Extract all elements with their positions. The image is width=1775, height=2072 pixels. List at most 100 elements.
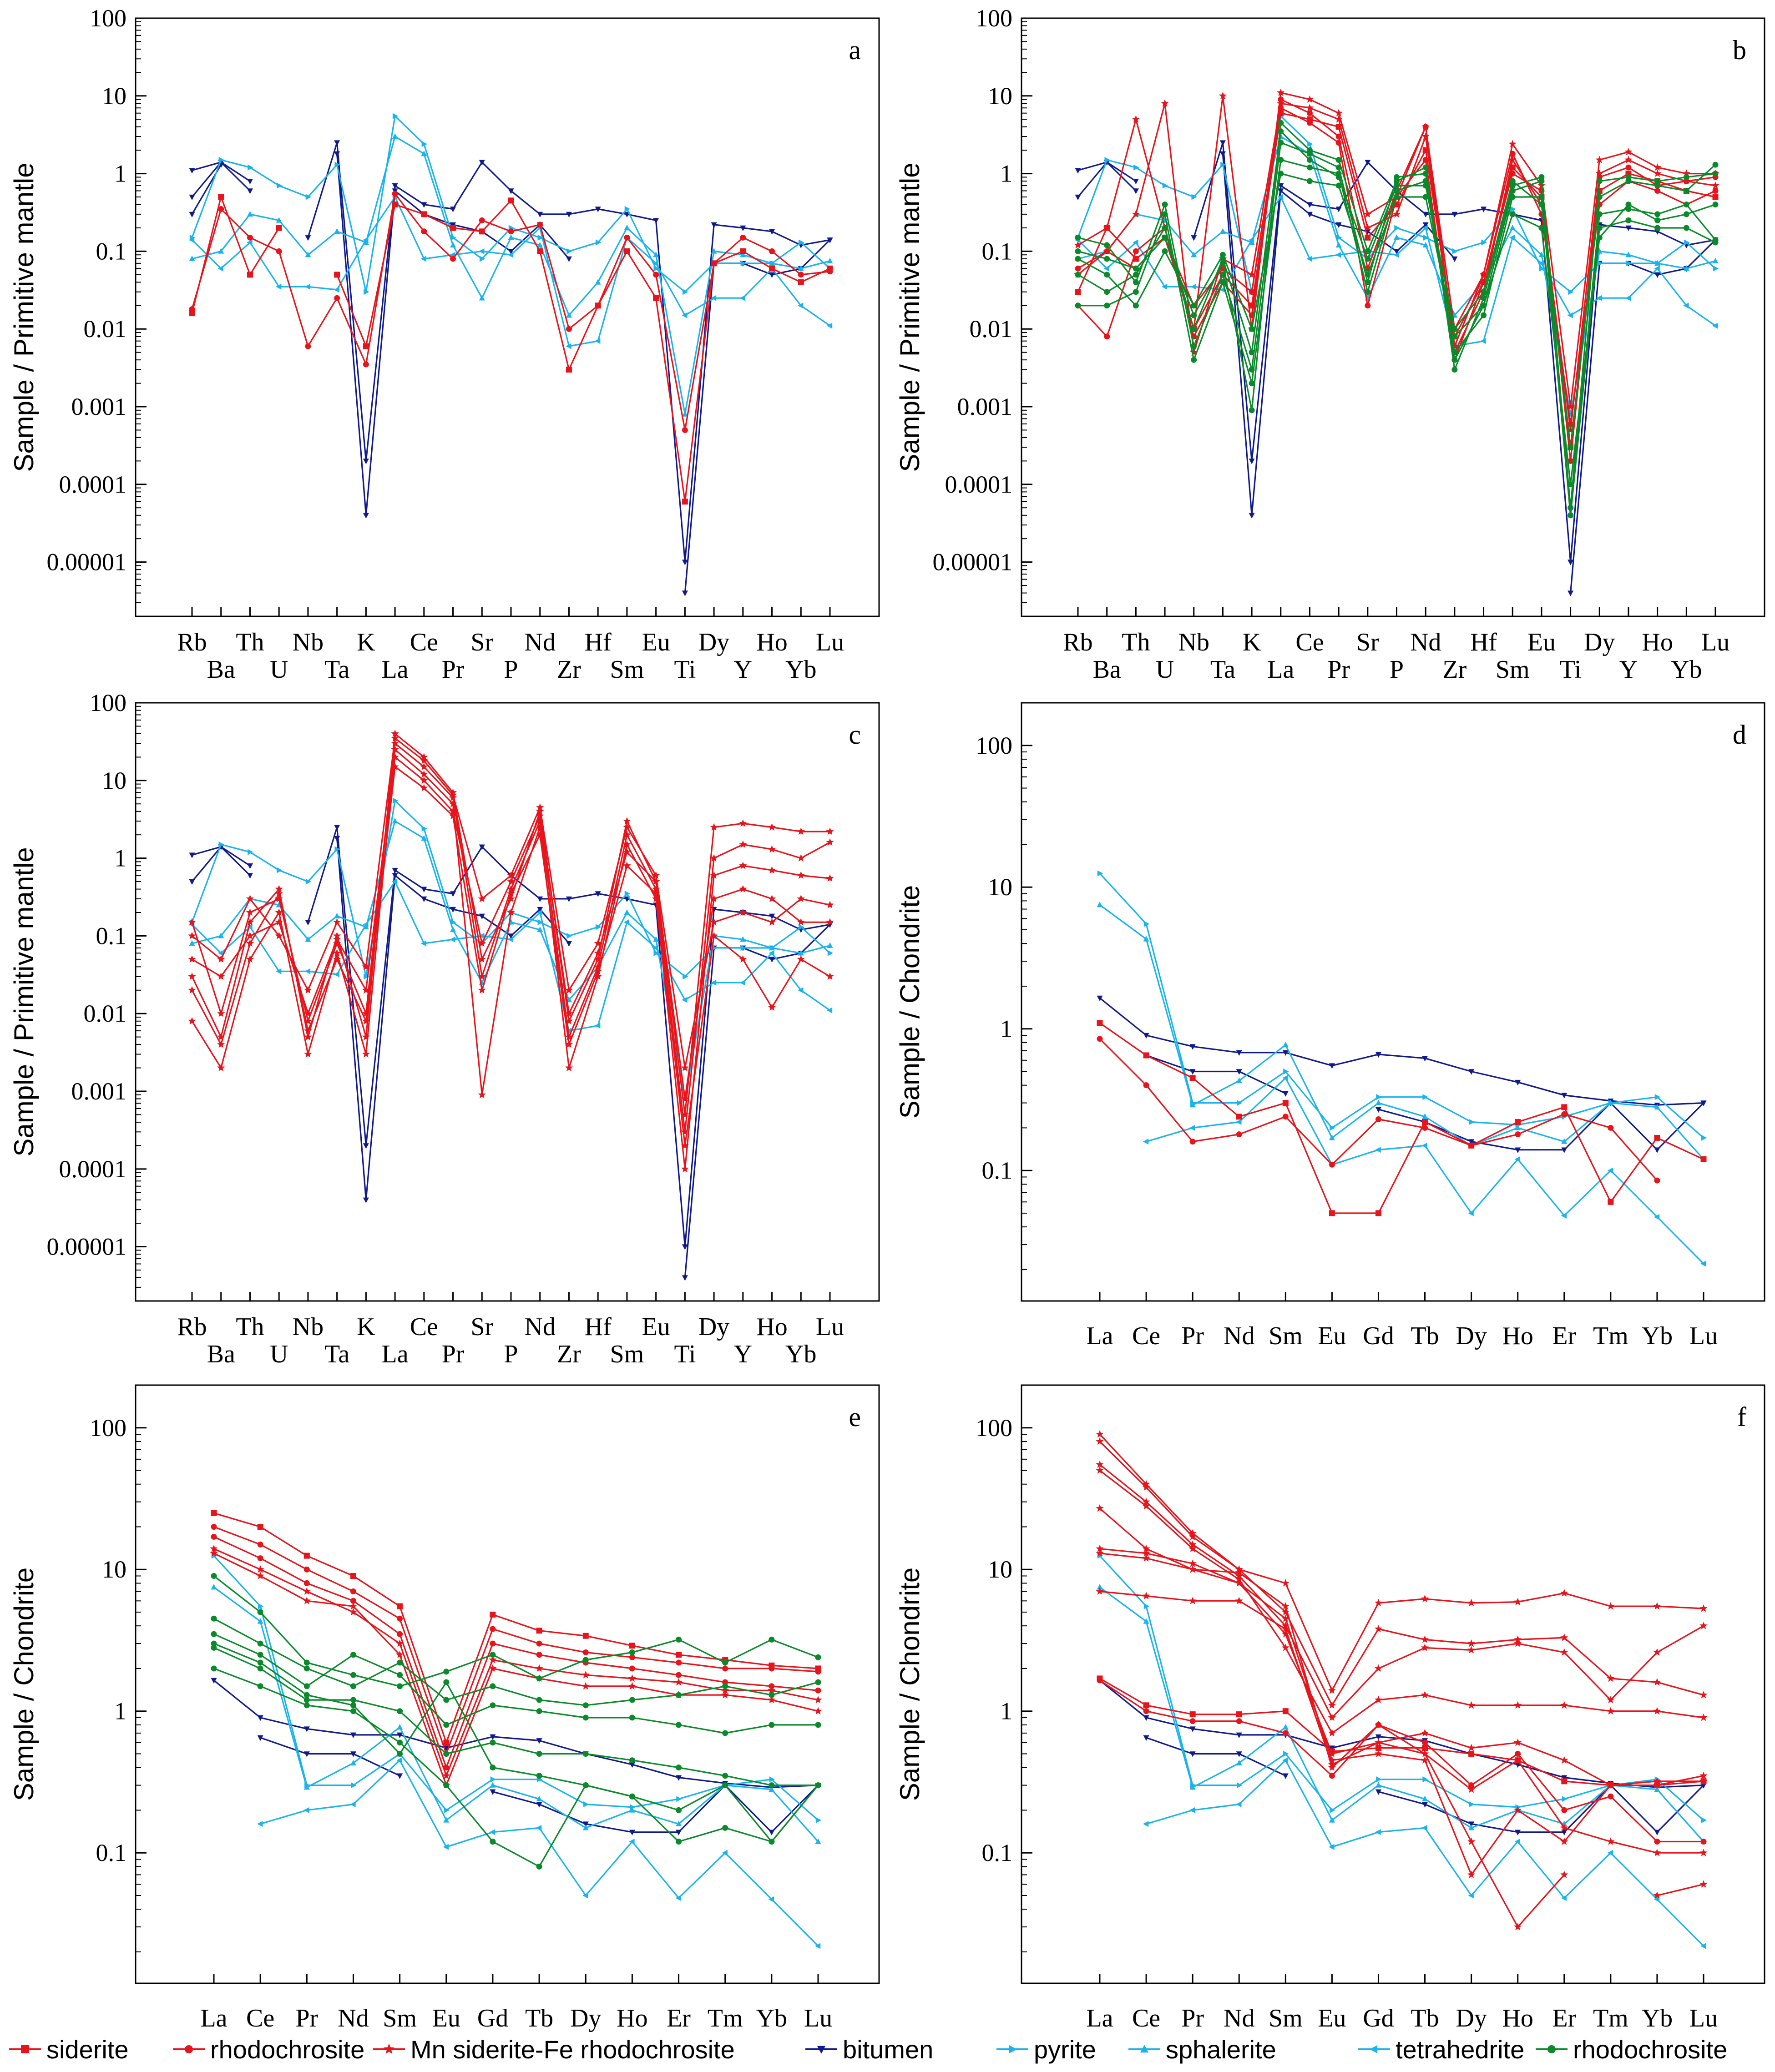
x-tick-label: Ta (1210, 655, 1235, 684)
data-point-bitumen (629, 1830, 635, 1835)
data-point-mn (275, 889, 283, 897)
data-point-sphalerite (421, 835, 427, 841)
data-point-rhodochrosite_red (1133, 248, 1139, 254)
x-tick-label: Tm (1593, 2004, 1628, 2032)
x-tick-label: Sm (383, 2004, 417, 2032)
series-line-mn (192, 756, 830, 1100)
data-point-rhodochrosite_red (1278, 105, 1284, 111)
data-point-mn (1514, 1738, 1522, 1746)
data-point-tetrahedrite (1219, 287, 1225, 293)
data-point-tetrahedrite (1393, 252, 1399, 258)
data-point-siderite (1422, 147, 1429, 153)
x-tick-label: Ho (756, 1313, 787, 1341)
y-tick-label: 0.001 (71, 1078, 127, 1105)
data-point-rhodochrosite_green (1538, 202, 1545, 208)
data-point-bitumen (1375, 1107, 1381, 1113)
data-point-tetrahedrite (1468, 1210, 1474, 1216)
data-point-tetrahedrite (798, 987, 804, 993)
data-point-bitumen (1422, 212, 1429, 218)
x-tick-label: Ti (674, 1340, 696, 1368)
data-point-rhodochrosite_red (1654, 1177, 1660, 1184)
data-point-mn (1595, 156, 1603, 163)
series-rhodochrosite_green (211, 1573, 821, 1689)
data-point-tetrahedrite (1538, 260, 1544, 267)
data-point-bitumen (1515, 1079, 1521, 1086)
data-point-rhodochrosite_red (1278, 96, 1284, 103)
data-point-rhodochrosite_green (1625, 174, 1632, 180)
data-point-mn (1235, 1579, 1243, 1587)
data-point-rhodochrosite_green (1625, 202, 1632, 208)
data-point-siderite (1189, 1711, 1196, 1718)
data-point-rhodochrosite_green (397, 1739, 403, 1746)
data-point-pyrite (1104, 157, 1110, 163)
data-point-bitumen (1133, 188, 1139, 194)
data-point-pyrite (421, 826, 427, 832)
data-point-tetrahedrite (710, 295, 717, 301)
y-tick-label: 10 (102, 1556, 126, 1583)
y-tick-label: 100 (90, 1414, 126, 1442)
data-point-mn (1281, 1602, 1290, 1610)
data-point-mn (188, 918, 196, 926)
data-point-pyrite (444, 1807, 450, 1813)
panel-label: a (849, 35, 861, 65)
data-point-sphalerite (1515, 1124, 1521, 1130)
data-point-tetrahedrite (1567, 312, 1573, 318)
data-point-sphalerite (392, 133, 398, 139)
data-point-bitumen (421, 202, 427, 208)
series-bitumen (1097, 995, 1707, 1109)
data-point-mn (275, 894, 283, 902)
data-point-bitumen (769, 913, 775, 919)
data-point-rhodochrosite_green (350, 1708, 356, 1714)
data-point-rhodochrosite_green (1683, 174, 1689, 180)
data-point-bitumen (1654, 229, 1661, 235)
data-point-bitumen (1282, 1773, 1289, 1779)
series-tetrahedrite (257, 1757, 821, 1949)
data-point-tetrahedrite (479, 248, 485, 254)
data-point-rhodochrosite_green (722, 1782, 728, 1789)
data-point-tetrahedrite (350, 1801, 356, 1808)
data-point-rhodochrosite_red (1515, 1750, 1521, 1757)
data-point-rhodochrosite_green (211, 1665, 217, 1672)
data-point-pyrite (583, 1801, 589, 1808)
data-point-rhodochrosite_red (1509, 171, 1516, 177)
data-point-rhodochrosite_green (257, 1659, 263, 1666)
data-point-mn (797, 871, 805, 879)
data-point-mn (1607, 1696, 1615, 1704)
data-point-sphalerite (1625, 252, 1632, 257)
data-point-mn (1560, 1837, 1568, 1845)
data-point-mn (1514, 1923, 1522, 1931)
data-point-bitumen (769, 272, 775, 278)
data-point-siderite (218, 194, 224, 200)
x-tick-label: Ta (324, 1340, 349, 1368)
data-point-rhodochrosite_green (350, 1672, 356, 1678)
data-point-rhodochrosite_green (211, 1640, 217, 1647)
x-tick-label: Ho (756, 628, 787, 656)
data-point-tetrahedrite (1189, 1807, 1195, 1813)
data-point-rhodochrosite_red (1104, 333, 1110, 340)
series-sphalerite (1097, 902, 1707, 1162)
data-point-tetrahedrite (1421, 1142, 1427, 1149)
data-point-mn (768, 866, 776, 874)
data-point-bitumen (392, 867, 398, 874)
data-point-bitumen (1422, 1056, 1428, 1062)
data-point-rhodochrosite_red (490, 1640, 496, 1647)
data-point-tetrahedrite (1683, 302, 1689, 309)
x-tick-label: Ta (324, 655, 349, 684)
data-point-bitumen (1236, 1069, 1242, 1075)
data-point-pyrite (1133, 164, 1139, 171)
series-line-bitumen (213, 1679, 819, 1788)
data-point-bitumen (490, 1734, 496, 1740)
series-line-pyrite (191, 115, 831, 293)
x-tick-label: P (1390, 655, 1404, 684)
series-line-tetrahedrite (260, 1759, 819, 1947)
data-point-rhodochrosite_green (1306, 178, 1313, 184)
data-point-tetrahedrite (739, 295, 746, 301)
x-tick-label: Sm (1269, 1322, 1303, 1350)
data-point-sphalerite (450, 926, 456, 933)
data-point-pyrite (1654, 1094, 1661, 1100)
x-tick-label: Th (1122, 628, 1150, 656)
data-point-mn (1096, 1587, 1104, 1595)
data-point-rhodochrosite_green (1712, 202, 1719, 208)
data-point-mn (362, 1017, 370, 1025)
data-point-mn (1096, 1544, 1104, 1553)
